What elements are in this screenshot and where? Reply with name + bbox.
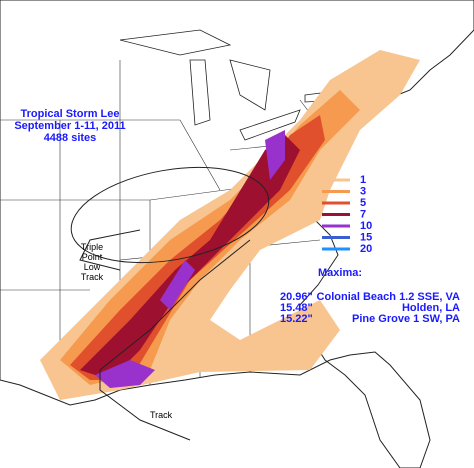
triple-point-label: Low [84,262,101,272]
triple-point-label: Triple [81,242,103,252]
site-count: 4488 sites [44,132,97,144]
maxima-location: Holden, LA [402,302,460,314]
legend-value: 1 [360,174,366,186]
legend-value: 20 [360,243,372,255]
legend-value: 15 [360,231,372,243]
subtitle: September 1-11, 2011 [14,120,125,132]
triple-point-label: Point [82,252,103,262]
legend-value: 5 [360,197,366,209]
maxima-amount: 15.22" [280,313,313,325]
maxima-title: Maxima: [318,267,362,279]
maxima-amount: 20.96" [280,291,313,303]
legend-value: 10 [360,220,372,232]
track-label: Track [150,410,173,420]
legend-value: 7 [360,208,366,220]
rainfall [40,50,420,400]
lakes [119,29,346,141]
triple-point-label: Track [81,272,104,282]
maxima-amount: 15.48" [280,302,313,314]
legend-value: 3 [360,185,366,197]
maxima-location: Pine Grove 1 SW, PA [352,313,460,325]
title: Tropical Storm Lee [20,108,119,120]
tracks [70,166,270,441]
maxima-location: Colonial Beach 1.2 SSE, VA [317,291,461,303]
